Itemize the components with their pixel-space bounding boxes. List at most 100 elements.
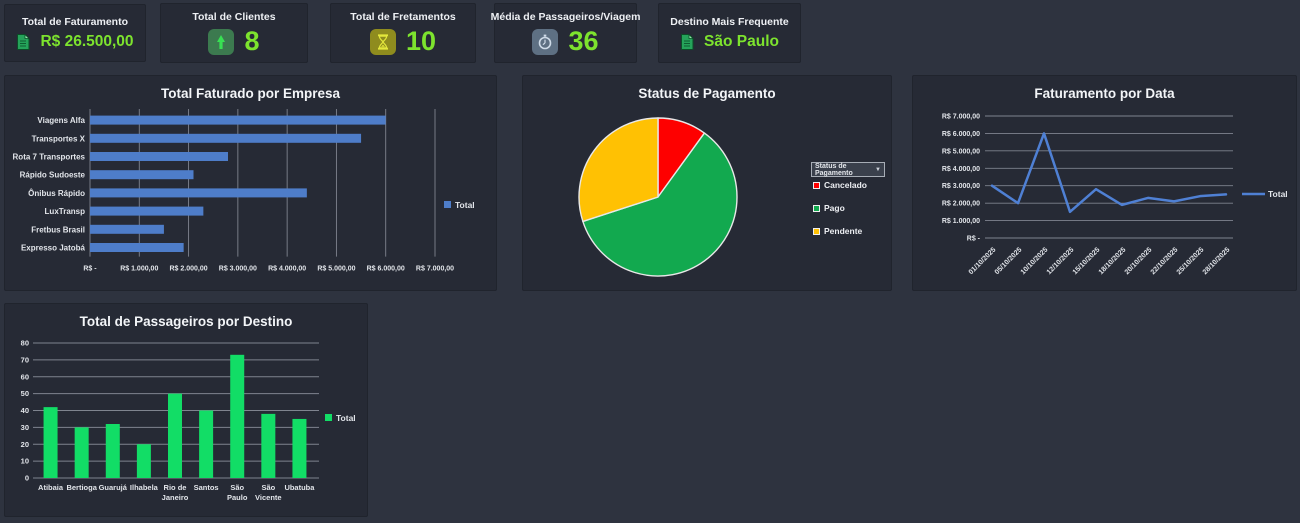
hourglass-icon bbox=[369, 28, 396, 55]
x-tick-label: 28/10/2025 bbox=[1202, 246, 1232, 276]
kpi-value: 8 bbox=[244, 26, 260, 56]
kpi-title: Total de Fretamentos bbox=[350, 11, 456, 23]
bar[interactable] bbox=[90, 152, 228, 161]
legend-item: Cancelado bbox=[813, 180, 867, 190]
bar[interactable] bbox=[230, 354, 245, 478]
bar[interactable] bbox=[90, 206, 204, 216]
bars[interactable] bbox=[90, 115, 386, 252]
legend-label: Total bbox=[1268, 189, 1288, 199]
y-tick-label: 40 bbox=[21, 406, 29, 415]
kpi-body: 36 bbox=[532, 26, 599, 56]
y-tick-label: 0 bbox=[25, 474, 29, 483]
bar[interactable] bbox=[43, 407, 58, 478]
legend-swatch bbox=[325, 414, 332, 421]
category-label: São bbox=[261, 483, 275, 492]
y-tick-label: 10 bbox=[21, 457, 29, 466]
legend: Total bbox=[325, 413, 356, 423]
kpi-value: 36 bbox=[568, 26, 599, 56]
kpi-title: Média de Passageiros/Viagem bbox=[490, 11, 641, 23]
kpi-card-2: Total de Clientes 8 bbox=[160, 3, 308, 63]
line-series[interactable] bbox=[990, 132, 1228, 214]
legend: Total bbox=[1242, 189, 1288, 199]
chart-panel-faturamento-por-data[interactable]: Faturamento por Data R$ - R$ 1.000,00 R$ 2… bbox=[912, 75, 1297, 291]
pie-slice[interactable] bbox=[578, 117, 659, 223]
bar[interactable] bbox=[90, 115, 386, 125]
legend-swatch bbox=[813, 181, 820, 189]
category-label: Rio de bbox=[164, 483, 187, 492]
y-tick-label: 50 bbox=[21, 389, 29, 398]
legend: Total bbox=[444, 200, 475, 210]
bar[interactable] bbox=[74, 427, 89, 478]
document-icon bbox=[680, 33, 694, 50]
x-tick-label: R$ 1.000,00 bbox=[120, 266, 158, 273]
bar[interactable] bbox=[199, 410, 214, 479]
kpi-value: São Paulo bbox=[704, 32, 779, 50]
y-tick-label: 30 bbox=[21, 423, 29, 432]
bar[interactable] bbox=[90, 188, 307, 198]
bar[interactable] bbox=[90, 243, 184, 252]
chart-title: Faturamento por Data bbox=[1034, 86, 1175, 101]
bars[interactable] bbox=[43, 354, 307, 479]
kpi-title: Total de Faturamento bbox=[22, 15, 128, 28]
x-tick-label: R$ 7.000,00 bbox=[416, 266, 454, 273]
y-tick-label: R$ - bbox=[967, 236, 981, 243]
category-label: Viagens Alfa bbox=[37, 116, 85, 125]
chart-panel-status-de-pagamento[interactable]: Status de Pagamento Status de Pagamento … bbox=[522, 75, 892, 291]
category-label: Fretbus Brasil bbox=[31, 225, 85, 234]
y-tick-label: R$ 1.000,00 bbox=[942, 218, 980, 225]
legend-label: Pendente bbox=[824, 226, 863, 236]
stopwatch-icon bbox=[532, 28, 559, 55]
kpi-body: 10 bbox=[369, 26, 437, 56]
status-pagamento-filter-dropdown[interactable]: Status de Pagamento ▼ bbox=[811, 162, 885, 177]
legend-label: Cancelado bbox=[824, 180, 867, 190]
pie-slices[interactable] bbox=[578, 117, 738, 277]
kpi-card-4: Média de Passageiros/Viagem 36 bbox=[491, 3, 640, 63]
empresa-bar-chart[interactable]: R$ - R$ 1.000,00 R$ 2.000,00 R$ 3.000,00 R$ … bbox=[5, 101, 496, 285]
bar[interactable] bbox=[105, 424, 120, 478]
x-tick-label: R$ 2.000,00 bbox=[169, 266, 207, 273]
category-label: Expresso Jatobá bbox=[21, 244, 86, 253]
axis-labels: 0 10 20 30 40 50 60 70 80 Atibaia Bertioga Guarujá I… bbox=[21, 339, 316, 503]
x-tick-label: R$ 5.000,00 bbox=[317, 266, 355, 273]
chart-panel-total-faturado-por-empresa[interactable]: Total Faturado por Empresa R$ - R$ 1.000,… bbox=[4, 75, 497, 291]
chart-panel-passageiros-por-destino[interactable]: Total de Passageiros por Destino 0 10 20 30… bbox=[4, 303, 368, 517]
legend-swatch bbox=[813, 227, 820, 235]
category-label: Rota 7 Transportes bbox=[13, 153, 86, 162]
chart-title: Status de Pagamento bbox=[638, 86, 776, 101]
gridlines bbox=[89, 109, 436, 257]
category-label: São bbox=[230, 483, 244, 492]
kpi-card-1: Total de Faturamento R$ 26.500,00 bbox=[4, 4, 146, 62]
kpi-title: Total de Clientes bbox=[192, 11, 276, 23]
category-label: Ônibus Rápido bbox=[28, 189, 85, 198]
legend-swatch bbox=[813, 204, 820, 212]
bar[interactable] bbox=[261, 413, 276, 478]
bar[interactable] bbox=[90, 170, 194, 180]
legend-item: Pago bbox=[813, 203, 867, 213]
bar[interactable] bbox=[168, 393, 182, 478]
bar[interactable] bbox=[90, 224, 164, 234]
bar[interactable] bbox=[136, 444, 151, 478]
kpi-body: R$ 26.500,00 bbox=[16, 33, 134, 51]
category-label: Guarujá bbox=[99, 483, 128, 492]
x-tick-label: R$ 4.000,00 bbox=[268, 266, 306, 273]
kpi-card-5: Destino Mais Frequente São Paulo bbox=[658, 3, 801, 63]
x-tick-label: R$ 3.000,00 bbox=[219, 266, 257, 273]
category-label: Transportes X bbox=[32, 134, 86, 143]
kpi-value: 10 bbox=[405, 26, 437, 56]
passageiros-destino-bar-chart[interactable]: 0 10 20 30 40 50 60 70 80 Atibaia Bertioga Guarujá I… bbox=[5, 329, 367, 513]
legend-label: Total bbox=[336, 413, 356, 423]
y-tick-label: 60 bbox=[21, 372, 29, 381]
document-icon bbox=[16, 33, 31, 50]
status-pagamento-pie-chart[interactable] bbox=[523, 101, 891, 287]
faturamento-data-line-chart[interactable]: R$ - R$ 1.000,00 R$ 2.000,00 R$ 3.000,00 R$ … bbox=[913, 101, 1296, 287]
bar[interactable] bbox=[292, 418, 307, 478]
pie-slice[interactable] bbox=[582, 132, 738, 277]
bar[interactable] bbox=[90, 133, 362, 143]
category-label: Atibaia bbox=[38, 483, 64, 492]
kpi-body: São Paulo bbox=[680, 33, 779, 51]
legend-label: Pago bbox=[824, 203, 845, 213]
y-tick-label: 80 bbox=[21, 339, 29, 348]
x-tick-label: R$ 6.000,00 bbox=[367, 266, 405, 273]
category-label: Santos bbox=[194, 483, 219, 492]
